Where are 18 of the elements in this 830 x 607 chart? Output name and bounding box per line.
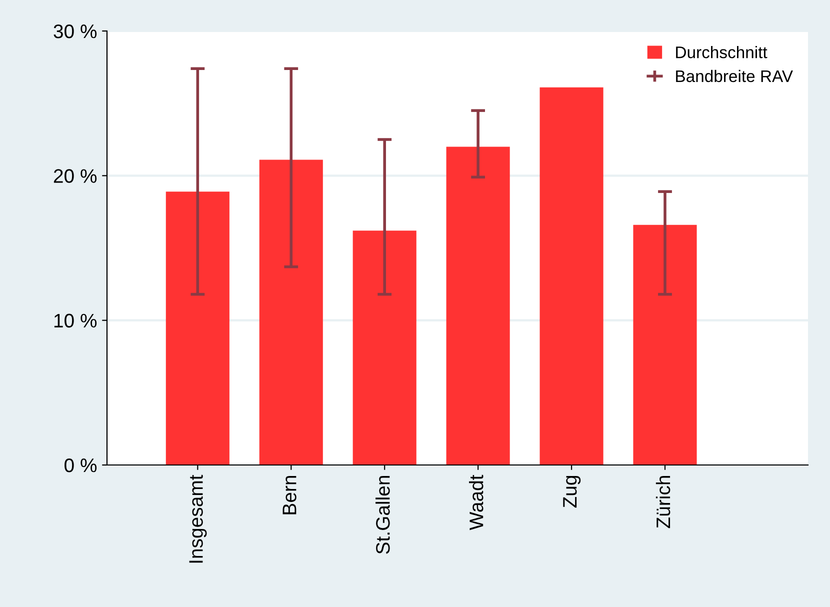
bar [446,146,510,465]
bar [540,87,604,465]
y-tick-label: 10 % [54,314,97,328]
legend-label: Durchschnitt [676,46,768,58]
x-tick-label: St.Gallen [376,476,390,554]
x-tick-label: Insgesamt [189,474,207,563]
y-tick-label: 30 % [54,24,97,38]
x-tick-label: Bern [282,476,296,514]
bar [633,224,697,465]
y-tick-label: 0 % [64,458,97,472]
bar [259,160,323,465]
y-tick-label: 20 % [54,169,97,183]
x-tick-label: Waadt [469,474,484,530]
bar [166,192,230,465]
x-tick-label: Zug [563,476,581,508]
x-tick-label: Zürich [656,476,670,528]
annotation: Bandbreite RAV [676,70,793,82]
bar [352,230,416,465]
